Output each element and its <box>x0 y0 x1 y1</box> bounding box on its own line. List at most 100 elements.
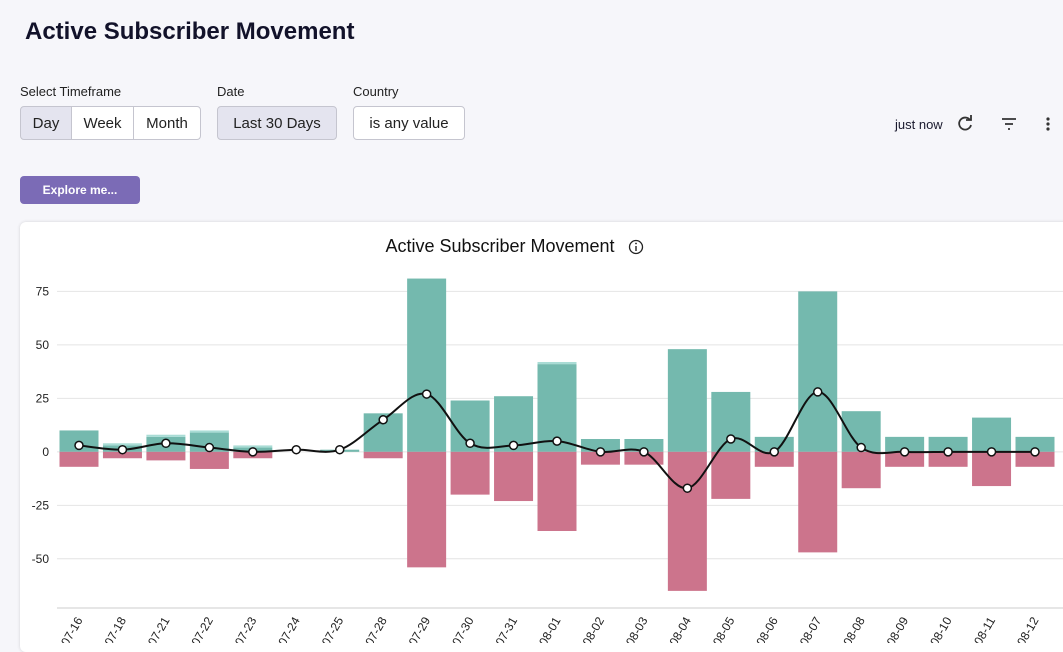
net-point <box>378 414 388 425</box>
bar <box>580 439 620 452</box>
bar <box>885 436 925 452</box>
net-point <box>812 387 823 397</box>
bar <box>1015 451 1055 467</box>
net-point <box>769 447 780 457</box>
net-point <box>117 444 128 455</box>
net-point <box>204 442 215 453</box>
chart-title: Active Subscriber Movement <box>385 236 614 256</box>
bar <box>102 451 142 459</box>
date-label: Date <box>217 84 245 99</box>
bar <box>972 417 1012 452</box>
month-button[interactable]: Month <box>133 106 201 140</box>
net-point <box>552 436 562 446</box>
bar <box>885 451 925 467</box>
bar <box>841 451 881 489</box>
net-point <box>161 438 171 449</box>
x-tick-label: 08-12 <box>1014 614 1042 643</box>
bar <box>667 451 707 591</box>
net-point <box>74 440 84 451</box>
x-tick-label: 08-04 <box>666 614 694 643</box>
bar <box>233 445 273 448</box>
net-point <box>1030 447 1040 457</box>
y-tick-label: -50 <box>32 552 50 566</box>
net-point <box>856 442 866 453</box>
date-button[interactable]: Last 30 Days <box>217 106 337 140</box>
bar <box>494 451 534 502</box>
info-icon[interactable] <box>628 239 644 255</box>
explore-button[interactable]: Explore me... <box>20 176 140 204</box>
x-tick-label: 07-30 <box>449 614 477 643</box>
x-tick-label: 08-01 <box>536 614 564 643</box>
x-tick-label: 08-07 <box>797 614 825 643</box>
bar <box>711 451 751 499</box>
net-point <box>334 444 345 455</box>
bar <box>754 451 794 467</box>
x-tick-label: 07-16 <box>58 614 86 643</box>
x-tick-label: 08-11 <box>971 614 998 643</box>
x-tick-label: 07-25 <box>319 614 347 643</box>
y-tick-label: 75 <box>36 284 50 298</box>
bar <box>667 349 707 452</box>
y-tick-label: 25 <box>36 391 50 405</box>
bar <box>798 451 838 553</box>
bar <box>450 451 490 495</box>
x-tick-label: 08-02 <box>580 614 608 643</box>
net-point <box>508 440 519 451</box>
net-point <box>899 447 910 457</box>
bar <box>972 451 1012 487</box>
net-point <box>682 483 693 493</box>
menu-icon[interactable] <box>1040 114 1056 134</box>
x-tick-label: 07-18 <box>102 614 130 643</box>
bar <box>146 434 186 437</box>
y-tick-label: -25 <box>32 498 50 512</box>
net-point <box>421 389 432 399</box>
x-tick-label: 07-22 <box>188 614 216 643</box>
net-point <box>726 434 736 444</box>
x-tick-label: 07-24 <box>275 614 303 643</box>
bar <box>798 291 838 452</box>
net-point <box>986 447 997 457</box>
bar <box>928 451 968 467</box>
country-button[interactable]: is any value <box>353 106 465 140</box>
x-tick-label: 08-03 <box>623 614 651 643</box>
x-tick-label: 07-29 <box>406 614 434 643</box>
bar <box>537 451 577 531</box>
day-button[interactable]: Day <box>20 106 72 140</box>
net-point <box>639 447 649 457</box>
bar <box>102 443 142 446</box>
bar <box>189 451 229 469</box>
x-tick-label: 07-28 <box>362 614 390 643</box>
x-tick-label: 08-08 <box>840 614 868 643</box>
filter-icon[interactable] <box>999 114 1019 134</box>
week-button[interactable]: Week <box>71 106 134 140</box>
net-point <box>291 444 302 455</box>
x-tick-label: 08-09 <box>884 614 912 643</box>
bar <box>624 451 664 465</box>
bar <box>928 436 968 452</box>
bar <box>189 430 229 433</box>
page-title: Active Subscriber Movement <box>25 18 355 45</box>
x-tick-label: 08-10 <box>927 614 955 643</box>
bar <box>363 451 403 459</box>
net-line <box>78 390 1035 490</box>
x-tick-label: 07-23 <box>232 614 260 643</box>
bar <box>537 361 577 365</box>
bar <box>59 451 99 467</box>
bar <box>1015 436 1055 452</box>
refresh-status: just now <box>895 117 943 132</box>
bar <box>146 451 186 461</box>
chart: Active Subscriber Movement -50 -25 0 25 50 75… <box>32 236 1063 643</box>
refresh-icon[interactable] <box>955 114 975 134</box>
net-point <box>248 447 258 457</box>
y-tick-label: 50 <box>36 338 50 352</box>
x-tick-label: 08-06 <box>753 614 781 643</box>
net-point <box>943 447 953 457</box>
y-tick-label: 0 <box>42 445 49 459</box>
x-tick-label: 08-05 <box>710 614 738 643</box>
timeframe-label: Select Timeframe <box>20 84 122 99</box>
x-tick-label: 07-31 <box>493 614 521 643</box>
country-label: Country <box>353 84 399 99</box>
bar <box>407 451 447 568</box>
bar <box>580 451 620 465</box>
